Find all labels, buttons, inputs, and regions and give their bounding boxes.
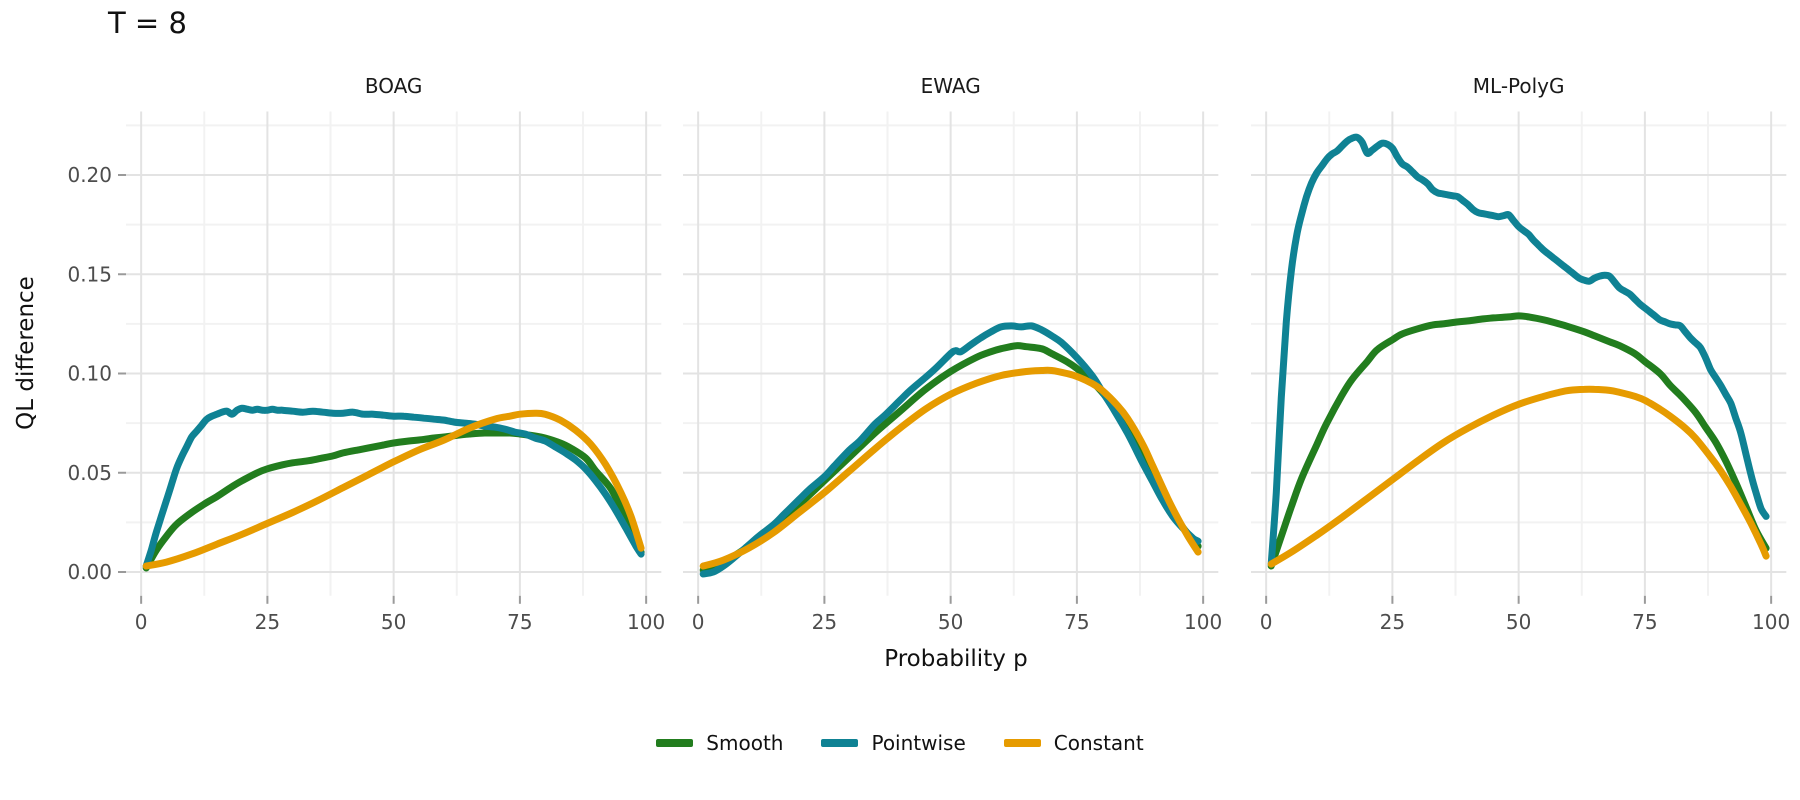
- series-line-pointwise: [1267, 133, 1770, 568]
- legend-swatch-smooth: [656, 739, 694, 747]
- y-tick-label: 0.10: [67, 362, 112, 386]
- legend-label: Constant: [1053, 731, 1144, 755]
- x-tick-label: 100: [1184, 610, 1222, 634]
- y-tick-label: 0.20: [67, 163, 112, 187]
- page-title: T = 8: [108, 6, 187, 40]
- series-line-smooth: [142, 429, 645, 572]
- x-tick-label: 75: [1632, 610, 1657, 634]
- series-line-constant: [699, 366, 1202, 570]
- x-tick-label: 0: [135, 610, 148, 634]
- facet-title: ML-PolyG: [1473, 74, 1565, 98]
- series-line-constant: [1267, 385, 1770, 568]
- x-tick-label: 75: [1064, 610, 1089, 634]
- legend-item-pointwise: Pointwise: [821, 731, 966, 755]
- x-tick-label: 0: [692, 610, 705, 634]
- facet-title: BOAG: [365, 74, 423, 98]
- x-tick-label: 50: [938, 610, 963, 634]
- series-line-constant: [142, 409, 645, 570]
- x-tick-label: 50: [1506, 610, 1531, 634]
- legend-swatch-constant: [1003, 739, 1041, 747]
- y-tick-label: 0.05: [67, 461, 112, 485]
- legend-item-smooth: Smooth: [656, 731, 783, 755]
- facet-panel-boag: BOAG 0 25 50 75 100: [126, 74, 665, 634]
- x-tick-label: 25: [812, 610, 837, 634]
- x-tick-label: 100: [1752, 610, 1790, 634]
- x-tick-label: 50: [381, 610, 406, 634]
- facet-panel-ewag: EWAG 0 25 50 75 100: [683, 74, 1222, 634]
- series-line-pointwise: [142, 404, 645, 570]
- x-axis-title: Probability p: [884, 646, 1028, 672]
- facet-title: EWAG: [921, 74, 981, 98]
- x-tick-label: 25: [255, 610, 280, 634]
- legend-label: Smooth: [706, 731, 784, 755]
- x-tick-label: 25: [1380, 610, 1405, 634]
- legend-label: Pointwise: [871, 731, 966, 755]
- x-tick-label: 100: [627, 610, 665, 634]
- legend-swatch-pointwise: [821, 739, 859, 747]
- legend: Smooth Pointwise Constant: [0, 731, 1800, 755]
- legend-item-constant: Constant: [1003, 731, 1144, 755]
- series-line-smooth: [1267, 312, 1770, 570]
- series-line-pointwise: [699, 322, 1202, 578]
- y-tick-label: 0.15: [67, 262, 112, 286]
- y-tick-label: 0.00: [67, 560, 112, 584]
- y-axis-title: QL difference: [13, 276, 39, 430]
- x-tick-label: 75: [507, 610, 532, 634]
- x-tick-label: 0: [1260, 610, 1273, 634]
- facet-panel-ml-polyg: ML-PolyG 0 25 50 75 100: [1251, 74, 1790, 634]
